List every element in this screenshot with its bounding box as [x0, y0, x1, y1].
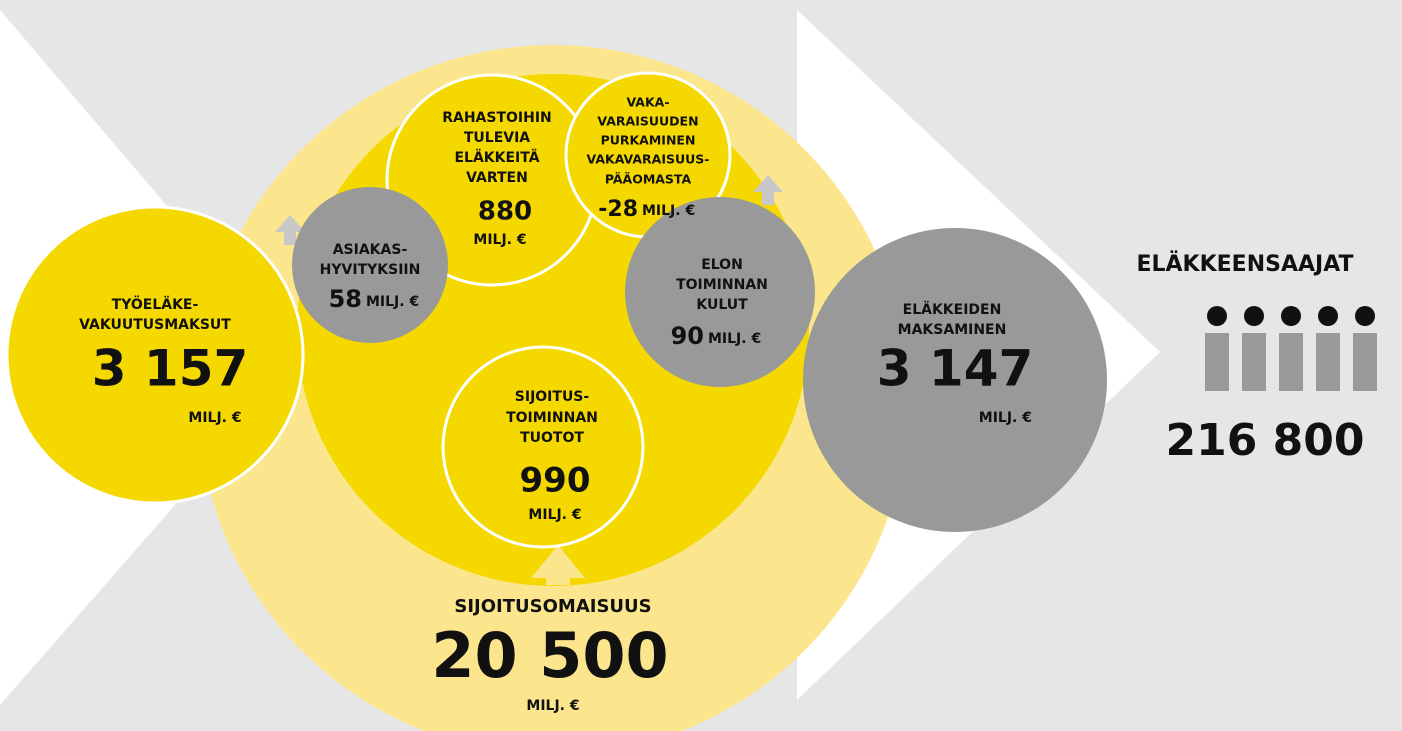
label: VAKAVARAISUUS- — [587, 152, 710, 167]
unit: MILJ. € — [528, 507, 581, 523]
value: 880 — [478, 197, 532, 227]
label: HYVITYKSIIN — [320, 262, 421, 278]
arrow — [275, 215, 305, 245]
label: ASIAKAS- — [333, 242, 408, 258]
label: PÄÄOMASTA — [605, 172, 692, 187]
unit: MILJ. € — [366, 294, 419, 310]
unit: MILJ. € — [642, 203, 695, 219]
arrow — [753, 175, 783, 205]
node-circle — [5, 205, 305, 505]
label: VAKUUTUSMAKSUT — [79, 317, 231, 333]
value: 3 157 — [92, 340, 249, 398]
value: 90 — [671, 322, 704, 350]
pensioners-value: 216 800 — [1165, 415, 1364, 466]
label: VAKA- — [626, 95, 669, 110]
unit: MILJ. € — [188, 410, 241, 426]
label: ELÄKKEIDEN — [903, 301, 1002, 318]
label: TULEVIA — [464, 130, 530, 146]
value: 990 — [520, 461, 591, 501]
label: SIJOITUS- — [515, 389, 590, 405]
assets-value: 20 500 — [431, 619, 668, 692]
arrow — [531, 545, 585, 585]
unit: MILJ. € — [473, 232, 526, 248]
value: 3 147 — [877, 340, 1034, 398]
node-circle — [625, 197, 815, 387]
assets-unit: MILJ. € — [526, 698, 579, 714]
assets-label: SIJOITUSOMAISUUS — [454, 596, 651, 617]
node-circle — [292, 187, 448, 343]
value: 58 — [329, 285, 362, 313]
label: RAHASTOIHIN — [442, 110, 552, 126]
label: VARAISUUDEN — [597, 114, 698, 129]
label: VARTEN — [466, 170, 528, 186]
label: PURKAMINEN — [601, 133, 696, 148]
label: ELÄKKEITÄ — [454, 149, 539, 166]
label: KULUT — [696, 297, 748, 313]
value: -28 — [598, 197, 638, 222]
people-icons — [1205, 306, 1377, 391]
unit: MILJ. € — [708, 331, 761, 347]
node-circle — [441, 345, 645, 549]
pensioners-label: ELÄKKEENSAAJAT — [1136, 251, 1353, 277]
label: ELON — [701, 257, 743, 273]
node-circle — [803, 228, 1107, 532]
label: TYÖELÄKE- — [112, 295, 199, 313]
label: TOIMINNAN — [676, 277, 768, 293]
label: TOIMINNAN — [506, 410, 598, 426]
label: MAKSAMINEN — [898, 322, 1007, 338]
unit: MILJ. € — [979, 410, 1032, 426]
label: TUOTOT — [520, 430, 584, 446]
